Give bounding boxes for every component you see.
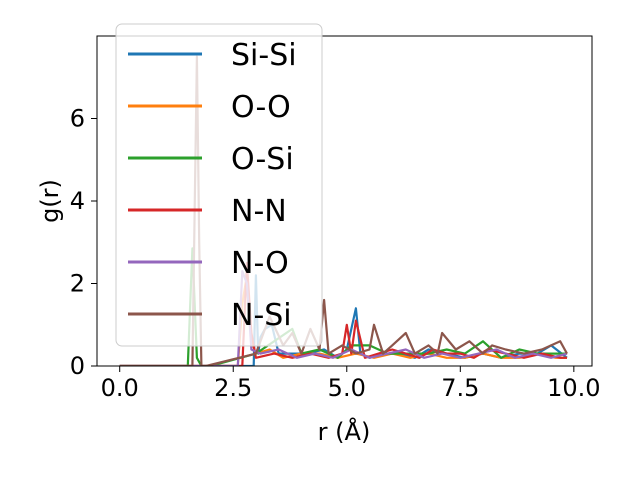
- legend-label-0: Si-Si: [231, 38, 297, 73]
- legend-label-1: O-O: [231, 90, 291, 125]
- series-line-3: [119, 261, 567, 366]
- legend-label-5: N-Si: [231, 298, 292, 333]
- y-tick-label: 4: [70, 187, 85, 215]
- legend: Si-Si O-O O-Si N-N N-O N-Si: [115, 23, 323, 347]
- x-axis-label: r (Å): [318, 417, 371, 446]
- y-axis-label: g(r): [36, 179, 64, 223]
- series-line-2: [119, 247, 567, 366]
- legend-label-4: N-O: [231, 246, 289, 281]
- y-tick-label: 6: [70, 105, 85, 133]
- x-tick-label: 7.5: [441, 374, 479, 402]
- y-tick-label: 0: [70, 352, 85, 380]
- y-tick-label: 2: [70, 270, 85, 298]
- x-tick-label: 10.0: [547, 374, 600, 402]
- y-axis-ticks: 0 2 4 6: [70, 105, 97, 380]
- series-line-5: [119, 55, 568, 366]
- x-tick-label: 2.5: [214, 374, 252, 402]
- legend-label-3: N-N: [231, 194, 287, 229]
- x-axis-ticks: 0.0 2.5 5.0 7.5 10.0: [101, 366, 601, 402]
- legend-label-2: O-Si: [231, 142, 294, 177]
- x-tick-label: 5.0: [328, 374, 366, 402]
- x-tick-label: 0.0: [101, 374, 139, 402]
